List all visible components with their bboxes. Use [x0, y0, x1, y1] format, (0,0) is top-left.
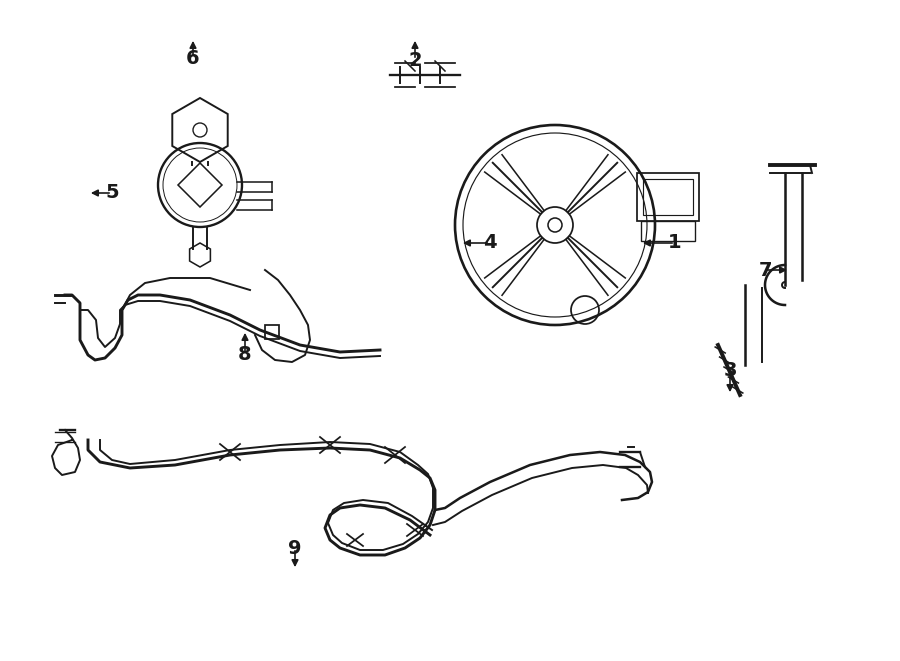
- Text: 4: 4: [483, 233, 497, 253]
- Text: 1: 1: [668, 233, 682, 253]
- Bar: [637, 173, 699, 221]
- Text: 6: 6: [186, 48, 200, 67]
- Text: 8: 8: [238, 346, 252, 364]
- Bar: [265, 325, 279, 339]
- Bar: [643, 179, 693, 215]
- Text: 2: 2: [409, 50, 422, 69]
- Text: 3: 3: [724, 360, 737, 379]
- Text: 9: 9: [288, 539, 302, 557]
- Text: 5: 5: [105, 184, 119, 202]
- Text: 7: 7: [758, 260, 772, 280]
- Bar: [641, 221, 695, 241]
